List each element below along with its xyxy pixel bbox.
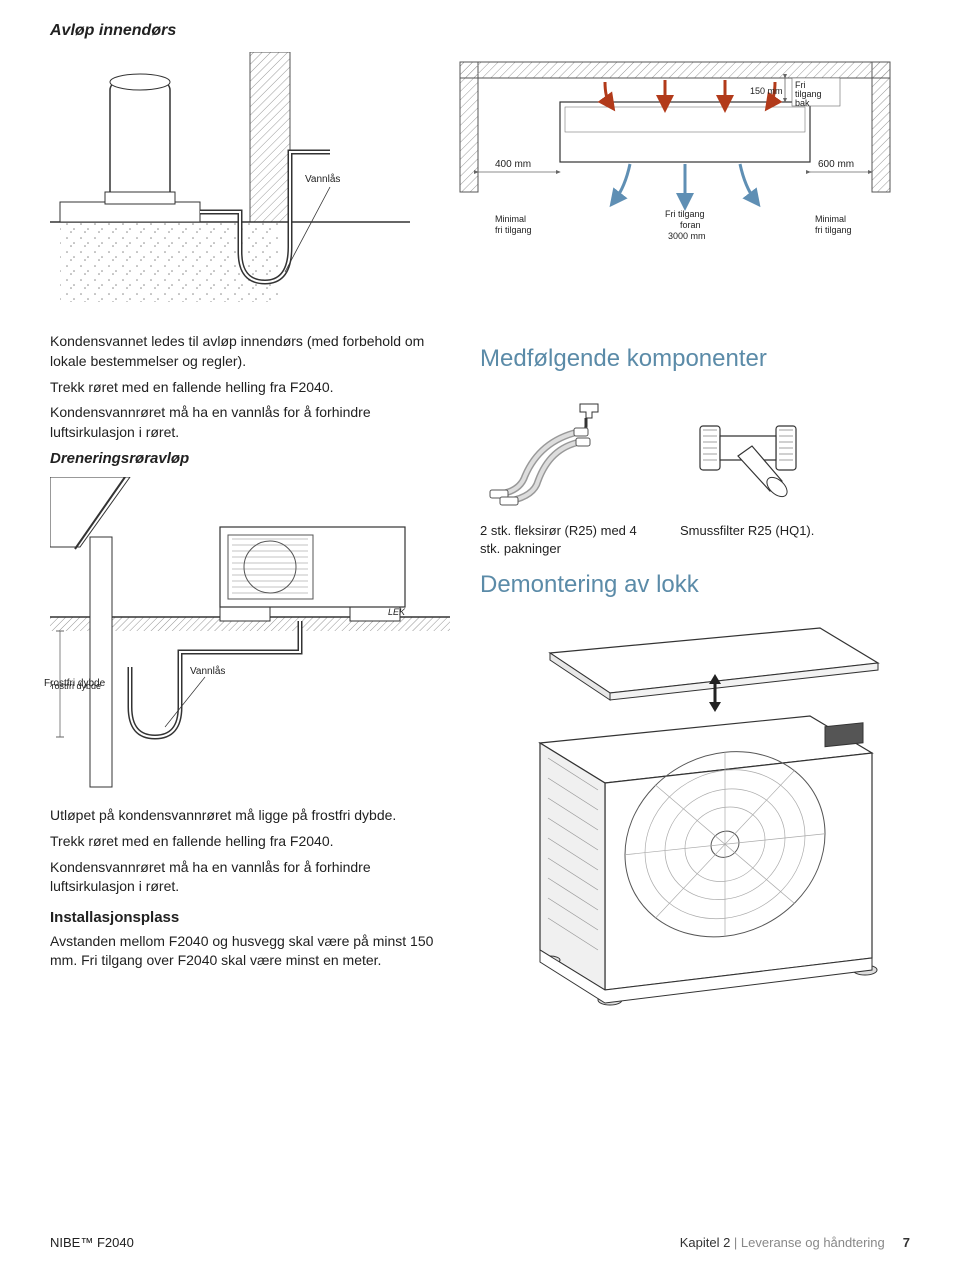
figure-lid-removal <box>480 608 900 1028</box>
svg-text:LEK: LEK <box>388 607 406 617</box>
strainer-caption: Smussfilter R25 (HQ1). <box>680 522 814 540</box>
svg-text:foran: foran <box>680 220 701 230</box>
svg-text:400 mm: 400 mm <box>495 159 531 170</box>
footer-chapter: Kapitel 2 | Leveranse og håndtering 7 <box>680 1234 910 1252</box>
components-heading: Medfølgende komponenter <box>480 342 910 376</box>
footer-section: Leveranse og håndtering <box>741 1235 885 1250</box>
svg-text:Vannlås: Vannlås <box>190 665 225 677</box>
strainer-icon <box>680 396 820 516</box>
svg-text:600 mm: 600 mm <box>818 159 854 170</box>
left-p1: Kondensvannet ledes til avløp innendørs … <box>50 332 450 371</box>
drain-subheading: Dreneringsrøravløp <box>50 448 450 469</box>
frostfri-dybde-label: Frostfri dybde <box>44 677 450 691</box>
figure-drainage: LEK Vannlås Frostfri dybde <box>50 477 450 807</box>
left-column: Kondensvannet ledes til avløp innendørs … <box>50 332 450 1033</box>
svg-text:Minimal: Minimal <box>815 214 846 224</box>
svg-text:150 mm: 150 mm <box>750 86 783 96</box>
left-p5: Trekk røret med en fallende helling fra … <box>50 832 450 852</box>
lid-removal-heading: Demontering av lokk <box>480 568 910 602</box>
left-p4: Utløpet på kondensvannrøret må ligge på … <box>50 806 450 826</box>
right-column: Medfølgende komponenter 2 stk <box>480 332 910 1033</box>
install-space-heading: Installasjonsplass <box>50 907 450 928</box>
footer-sep: | <box>730 1235 741 1250</box>
components-row: 2 stk. fleksirør (R25) med 4 stk. paknin… <box>480 396 910 558</box>
flexipipe-icon <box>480 396 630 516</box>
svg-text:fri tilgang: fri tilgang <box>815 225 852 235</box>
content-columns: Kondensvannet ledes til avløp innendørs … <box>50 332 910 1033</box>
svg-text:Fri tilgang: Fri tilgang <box>665 209 705 219</box>
footer-chapter-num: Kapitel 2 <box>680 1235 731 1250</box>
figure-clearance: 150 mm Fri tilgang bak 400 mm 600 mm Min… <box>440 52 910 312</box>
figure-indoor-drain: Vannlås <box>50 52 410 312</box>
top-figure-row: Vannlås <box>50 52 910 312</box>
left-p7: Avstanden mellom F2040 og husvegg skal v… <box>50 932 450 971</box>
flexipipe-caption: 2 stk. fleksirør (R25) med 4 stk. paknin… <box>480 522 650 558</box>
footer-product: NIBE™ F2040 <box>50 1234 134 1252</box>
page-title: Avløp innendørs <box>50 20 910 42</box>
component-strainer: Smussfilter R25 (HQ1). <box>680 396 820 558</box>
vannlas-label: Vannlås <box>305 173 340 185</box>
footer-page-num: 7 <box>903 1235 910 1250</box>
component-flexipipe: 2 stk. fleksirør (R25) med 4 stk. paknin… <box>480 396 650 558</box>
left-p3: Kondensvannrøret må ha en vannlås for å … <box>50 403 450 442</box>
left-p2: Trekk røret med en fallende helling fra … <box>50 378 450 398</box>
svg-text:3000 mm: 3000 mm <box>668 231 706 241</box>
page-footer: NIBE™ F2040 Kapitel 2 | Leveranse og hån… <box>50 1234 910 1252</box>
svg-text:bak: bak <box>795 98 810 108</box>
svg-text:fri tilgang: fri tilgang <box>495 225 532 235</box>
left-p6: Kondensvannrøret må ha en vannlås for å … <box>50 858 450 897</box>
svg-text:Minimal: Minimal <box>495 214 526 224</box>
